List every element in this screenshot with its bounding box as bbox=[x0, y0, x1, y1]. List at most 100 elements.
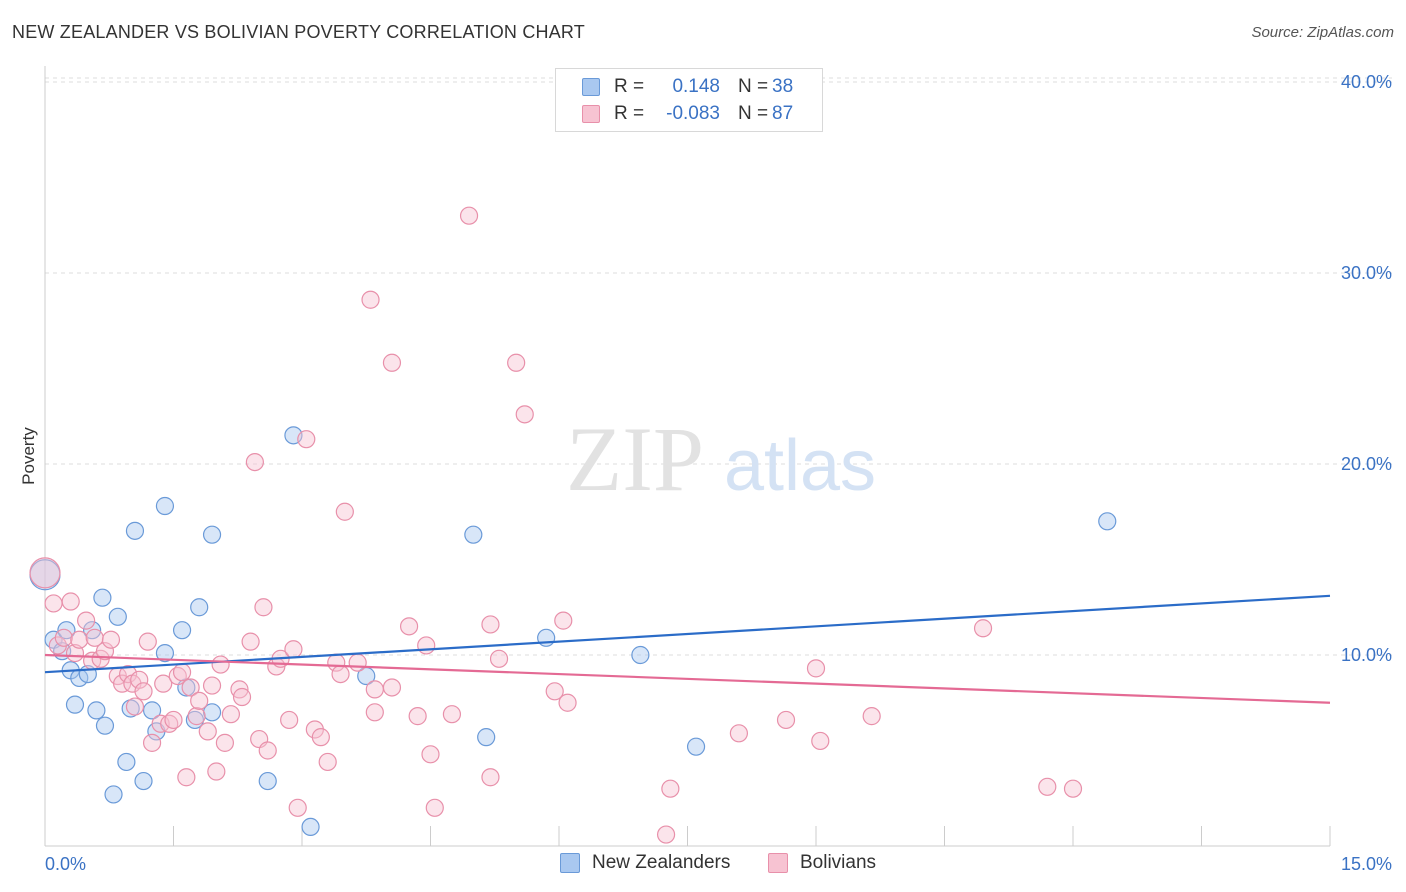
data-point bbox=[108, 607, 127, 626]
data-point bbox=[202, 676, 222, 695]
y-axis-label: Poverty bbox=[19, 427, 38, 485]
data-point bbox=[318, 752, 337, 772]
trend-lines bbox=[44, 594, 1331, 704]
data-point bbox=[258, 741, 277, 760]
data-point bbox=[190, 598, 209, 617]
legend-r-value: 0.148 bbox=[672, 76, 720, 97]
data-point bbox=[70, 630, 89, 649]
data-point bbox=[207, 762, 226, 781]
data-point bbox=[245, 452, 264, 472]
data-point bbox=[507, 353, 526, 372]
data-point bbox=[181, 678, 200, 697]
legend-n-value: 38 bbox=[772, 76, 794, 97]
data-point bbox=[459, 206, 479, 225]
data-point bbox=[481, 615, 500, 634]
legend-r-label: R = bbox=[614, 76, 645, 97]
data-point bbox=[202, 525, 222, 544]
x-tick-label: 0.0% bbox=[45, 854, 86, 874]
data-point bbox=[54, 628, 73, 647]
data-point bbox=[348, 653, 367, 672]
data-point bbox=[65, 695, 85, 714]
data-point bbox=[117, 752, 136, 772]
data-point bbox=[258, 771, 277, 791]
data-point bbox=[806, 659, 826, 678]
x-tick-label: 15.0% bbox=[1341, 854, 1392, 874]
data-point bbox=[280, 710, 299, 730]
bottom-legend-bolivians[interactable]: Bolivians bbox=[768, 852, 876, 874]
data-point bbox=[311, 728, 330, 747]
data-point bbox=[331, 664, 350, 684]
data-point bbox=[134, 682, 153, 701]
data-point bbox=[489, 649, 509, 668]
bottom-legend-swatch-bolivians bbox=[768, 853, 788, 873]
data-point bbox=[187, 707, 206, 726]
data-point bbox=[811, 731, 830, 751]
trend-line bbox=[44, 594, 1331, 674]
data-point bbox=[198, 722, 217, 741]
legend-n-label: N = bbox=[738, 103, 769, 124]
data-point bbox=[417, 636, 436, 655]
data-point bbox=[464, 525, 483, 544]
legend-swatch-new-zealanders bbox=[582, 78, 600, 96]
data-point bbox=[125, 697, 145, 716]
legend-n-label: N = bbox=[738, 76, 769, 97]
data-point bbox=[61, 592, 80, 611]
data-point bbox=[118, 664, 138, 684]
bottom-legend-label: Bolivians bbox=[800, 852, 877, 873]
axes bbox=[44, 66, 1331, 847]
data-point bbox=[154, 674, 173, 693]
trend-line bbox=[44, 653, 1331, 704]
data-point bbox=[729, 724, 749, 743]
data-point bbox=[515, 405, 534, 424]
data-point bbox=[382, 353, 402, 372]
watermark: ZIP atlas bbox=[566, 408, 876, 510]
data-point bbox=[221, 705, 240, 724]
watermark-zip: ZIP bbox=[566, 408, 704, 510]
data-point bbox=[211, 655, 230, 674]
bottom-legend-new-zealanders[interactable]: New Zealanders bbox=[560, 852, 730, 874]
legend-r-label: R = bbox=[614, 103, 645, 124]
data-point bbox=[254, 598, 273, 617]
data-point bbox=[29, 557, 61, 589]
data-points bbox=[29, 206, 1117, 844]
data-point bbox=[125, 521, 145, 540]
data-point bbox=[112, 674, 132, 693]
data-point bbox=[190, 691, 209, 710]
data-point bbox=[202, 703, 222, 722]
data-point bbox=[335, 502, 354, 521]
data-point bbox=[142, 701, 162, 720]
data-point bbox=[77, 611, 96, 630]
legend-row-new-zealanders: R = 0.148 N = 38 bbox=[582, 75, 793, 99]
data-point bbox=[44, 594, 63, 613]
data-point bbox=[408, 707, 427, 726]
data-point bbox=[177, 768, 196, 787]
data-point bbox=[1038, 777, 1057, 796]
data-point bbox=[301, 817, 320, 837]
legend-r-value: -0.083 bbox=[666, 103, 720, 124]
data-point bbox=[686, 737, 706, 756]
data-point bbox=[232, 687, 252, 707]
data-point bbox=[973, 619, 993, 638]
data-point bbox=[365, 680, 384, 699]
data-point bbox=[477, 728, 496, 747]
y-tick-label: 10.0% bbox=[1341, 645, 1392, 665]
data-point bbox=[545, 682, 564, 701]
data-point bbox=[95, 642, 115, 661]
data-point bbox=[172, 663, 192, 682]
data-point bbox=[241, 632, 260, 651]
data-point bbox=[382, 678, 402, 697]
data-point bbox=[130, 670, 149, 689]
data-point bbox=[631, 645, 650, 665]
data-point bbox=[104, 785, 123, 804]
data-point bbox=[661, 779, 680, 798]
data-point bbox=[87, 701, 106, 720]
data-point bbox=[138, 632, 157, 651]
data-point bbox=[776, 710, 796, 730]
data-point bbox=[1098, 512, 1117, 531]
y-tick-label: 30.0% bbox=[1341, 263, 1392, 283]
legend-swatch-bolivians bbox=[582, 105, 600, 123]
data-point bbox=[554, 611, 573, 630]
data-point bbox=[95, 716, 115, 735]
tick-labels: 10.0% 20.0% 30.0% 40.0% 0.0% 15.0% bbox=[45, 72, 1392, 874]
